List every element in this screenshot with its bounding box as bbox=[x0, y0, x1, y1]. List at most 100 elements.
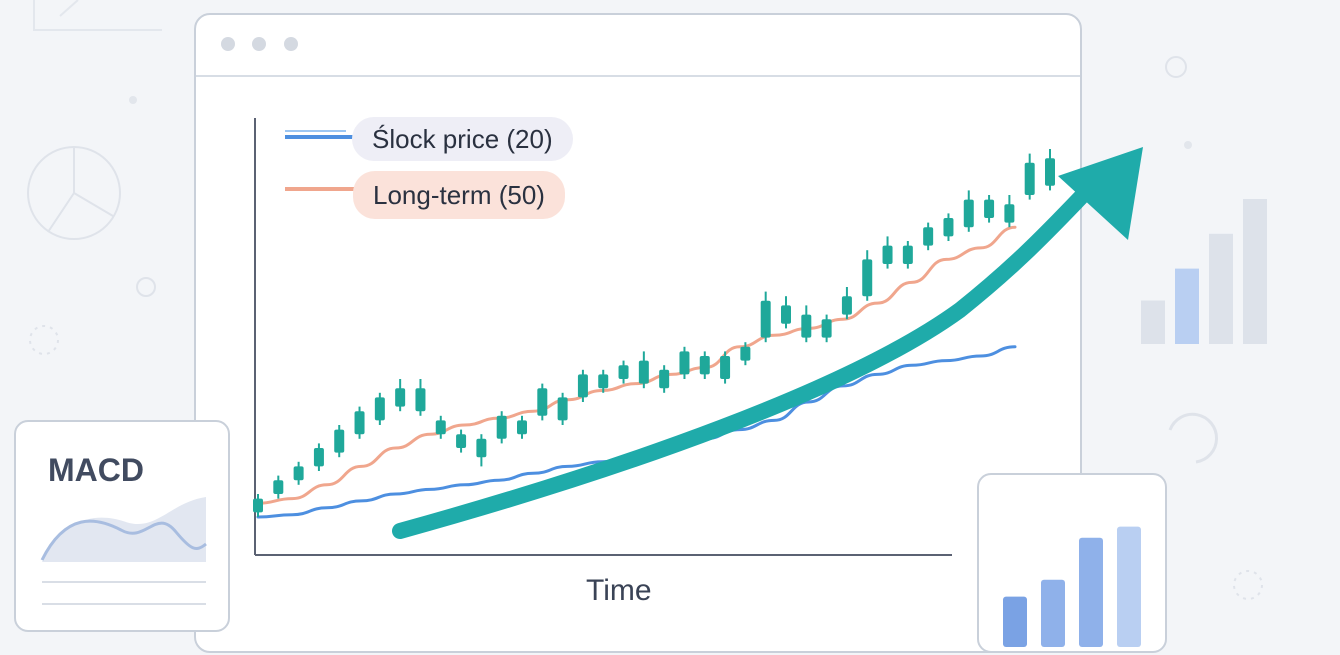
macd-line bbox=[40, 519, 207, 561]
candlestick bbox=[537, 383, 548, 421]
candlestick bbox=[253, 494, 263, 517]
mini-bar bbox=[1117, 526, 1141, 647]
candle-body bbox=[943, 218, 954, 237]
candle-body bbox=[435, 420, 446, 435]
candlestick bbox=[415, 379, 426, 416]
candle-body bbox=[720, 356, 731, 379]
window-dot[interactable] bbox=[221, 37, 235, 51]
trend-up-arrow-icon bbox=[1058, 147, 1143, 240]
candlestick bbox=[496, 411, 507, 444]
candle-body bbox=[923, 227, 934, 246]
window-dot[interactable] bbox=[284, 37, 298, 51]
window-dot[interactable] bbox=[252, 37, 266, 51]
candlestick bbox=[821, 314, 832, 343]
candlestick bbox=[923, 222, 934, 251]
candlestick bbox=[1024, 153, 1035, 200]
candlestick bbox=[862, 250, 873, 301]
candle-body bbox=[557, 397, 568, 421]
candlestick bbox=[517, 415, 527, 439]
candle-body bbox=[638, 360, 649, 384]
side-bar bbox=[1175, 268, 1199, 344]
candlestick bbox=[476, 434, 487, 467]
candle-body bbox=[1024, 162, 1035, 195]
window-titlebar bbox=[196, 15, 1080, 77]
candlestick bbox=[273, 475, 284, 499]
candle-body bbox=[963, 199, 974, 228]
candlestick bbox=[963, 190, 974, 232]
mini-bar bbox=[1003, 596, 1027, 647]
candlestick bbox=[659, 365, 670, 393]
candle-body bbox=[659, 369, 670, 389]
candle-body bbox=[1045, 158, 1055, 186]
decorative-circles bbox=[29, 56, 1263, 600]
pie-chart-icon bbox=[27, 146, 121, 240]
candlestick bbox=[354, 406, 365, 439]
candle-body bbox=[334, 429, 345, 453]
macd-area bbox=[42, 497, 206, 562]
candle-body bbox=[984, 199, 995, 218]
candlestick bbox=[598, 369, 609, 393]
candlestick bbox=[293, 461, 304, 485]
candlestick bbox=[395, 379, 406, 412]
candle-body bbox=[517, 420, 527, 435]
candle-body bbox=[618, 365, 629, 379]
candlestick bbox=[456, 429, 467, 453]
candle-body bbox=[253, 498, 263, 513]
candle-body bbox=[679, 351, 690, 375]
side-bar bbox=[1243, 199, 1267, 344]
candlestick bbox=[699, 351, 710, 379]
candle-body bbox=[415, 388, 426, 412]
candlestick bbox=[1004, 195, 1015, 228]
candle-body bbox=[354, 411, 365, 435]
candle-body bbox=[781, 305, 791, 324]
candle-body bbox=[862, 259, 873, 297]
macd-card[interactable]: MACD bbox=[14, 420, 230, 632]
corner-frame bbox=[33, 0, 162, 31]
side-bar bbox=[1141, 300, 1165, 344]
candle-body bbox=[273, 480, 284, 494]
candle-body bbox=[395, 388, 406, 407]
candle-body bbox=[740, 346, 751, 361]
candle-body bbox=[801, 314, 812, 338]
candlestick bbox=[577, 369, 588, 402]
candlestick bbox=[841, 287, 852, 320]
refresh-icon bbox=[1168, 412, 1218, 464]
candlestick bbox=[984, 195, 995, 223]
candle-body bbox=[496, 415, 507, 439]
short-term-ma-line bbox=[256, 345, 1017, 519]
chart-axes bbox=[254, 118, 952, 556]
candlestick bbox=[720, 351, 731, 384]
chart-plot bbox=[253, 118, 1143, 556]
legend-item-long-ma: Long-term (50) bbox=[353, 171, 565, 219]
candle-body bbox=[699, 356, 710, 375]
candle-body bbox=[577, 374, 588, 398]
bar-chart-icon bbox=[1003, 526, 1141, 647]
mini-bar bbox=[1041, 579, 1065, 647]
candlestick bbox=[882, 236, 893, 269]
candlestick bbox=[943, 213, 954, 241]
bar-chart-card[interactable] bbox=[977, 473, 1167, 653]
candle-body bbox=[374, 397, 385, 421]
candlestick bbox=[334, 425, 345, 458]
x-axis-label: Time bbox=[586, 574, 652, 607]
candle-body bbox=[456, 434, 467, 448]
candlestick bbox=[435, 415, 446, 439]
candlestick bbox=[374, 392, 385, 425]
candle-body bbox=[293, 466, 304, 481]
candlestick bbox=[638, 351, 649, 389]
candle-body bbox=[841, 296, 852, 315]
candlestick bbox=[801, 305, 812, 343]
candlestick bbox=[781, 296, 791, 329]
candle-body bbox=[1004, 204, 1015, 223]
candlestick bbox=[618, 360, 629, 384]
side-bar bbox=[1209, 233, 1233, 344]
legend-item-short-ma: Ślock price (20) bbox=[352, 117, 573, 161]
macd-wave-graphic bbox=[40, 497, 207, 605]
trend-up-arrow-shaft bbox=[392, 188, 1090, 539]
candlestick bbox=[760, 291, 771, 343]
candle-body bbox=[902, 245, 913, 264]
background-decorations bbox=[27, 0, 1267, 600]
candlestick bbox=[557, 392, 568, 425]
mini-bar bbox=[1079, 537, 1103, 647]
candle-body bbox=[821, 319, 832, 338]
